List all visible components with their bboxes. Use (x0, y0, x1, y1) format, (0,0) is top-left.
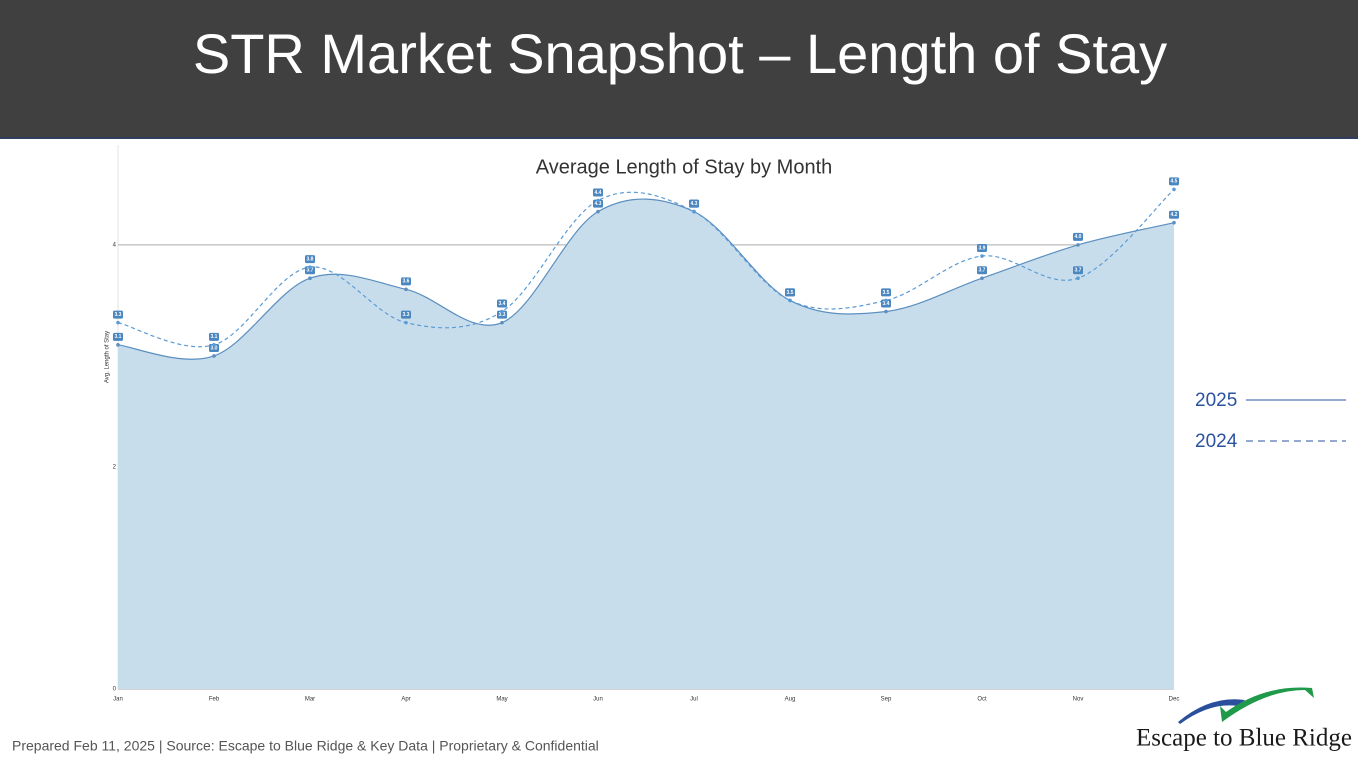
legend-label: 2025 (1195, 390, 1237, 411)
value-label: 3.7 (1075, 268, 1082, 274)
point (116, 343, 120, 347)
value-label: 3.5 (787, 290, 794, 296)
value-label: 3.3 (499, 312, 506, 318)
y-tick-label: 2 (113, 465, 117, 471)
x-tick-label: Jul (690, 697, 698, 703)
value-label-box (881, 299, 891, 308)
point (308, 265, 312, 269)
value-label: 3.1 (211, 334, 218, 340)
value-label: 3.4 (883, 301, 890, 307)
value-label: 3.5 (883, 290, 890, 296)
value-label: 4.4 (595, 190, 602, 196)
logo-swoosh-blue (1178, 699, 1245, 724)
value-label: 4.0 (1075, 234, 1082, 240)
value-label-box (209, 332, 219, 341)
value-label-box (1073, 232, 1083, 241)
area (118, 199, 1174, 689)
value-label-box (689, 199, 699, 208)
point (596, 198, 600, 203)
point (980, 254, 984, 258)
point (308, 276, 312, 281)
value-label-box (497, 310, 507, 319)
value-label: 3.4 (499, 301, 506, 307)
value-label: 3.7 (307, 268, 314, 274)
value-label-box (305, 266, 315, 275)
point (1172, 187, 1176, 192)
point (500, 309, 504, 314)
value-label: 3.0 (211, 345, 218, 351)
point (788, 298, 792, 303)
y-axis-label: Avg. Length of Stay (105, 331, 111, 383)
value-label-box (881, 288, 891, 297)
x-tick-label: May (496, 697, 507, 703)
y-tick-label: 4 (113, 242, 117, 248)
point (116, 320, 120, 325)
point (884, 298, 888, 303)
point (212, 343, 216, 347)
x-tick-label: Sep (881, 697, 892, 703)
logo-text: Escape to Blue Ridge (1136, 725, 1352, 752)
value-label-box (977, 244, 987, 253)
value-label-box (401, 277, 411, 286)
x-tick-label: Jan (113, 697, 123, 703)
value-label-box (401, 310, 411, 319)
value-label: 3.1 (115, 334, 122, 340)
x-tick-label: Aug (785, 697, 796, 703)
value-label: 4.3 (691, 201, 698, 207)
value-label: 3.7 (979, 268, 986, 274)
value-label: 4.2 (1171, 212, 1178, 218)
point (212, 354, 216, 358)
point (404, 320, 408, 325)
value-label: 3.3 (115, 312, 122, 318)
value-label: 3.6 (403, 279, 410, 285)
value-label: 3.3 (403, 312, 410, 318)
value-label-box (113, 332, 123, 341)
x-tick-label: Dec (1169, 697, 1180, 703)
chart-title: Average Length of Stay by Month (536, 156, 833, 178)
point (884, 309, 888, 314)
series-line (117, 188, 1175, 348)
value-label: 4.3 (595, 201, 602, 207)
page-title: STR Market Snapshot – Length of Stay (193, 22, 1167, 85)
footer-note: Prepared Feb 11, 2025 | Source: Escape t… (12, 738, 599, 754)
point (404, 287, 408, 292)
point (1172, 220, 1176, 225)
value-label-box (977, 266, 987, 275)
value-label-box (1073, 266, 1083, 275)
value-label-box (497, 299, 507, 308)
x-tick-label: Jun (593, 697, 603, 703)
value-label-box (305, 255, 315, 264)
value-label-box (1169, 210, 1179, 219)
value-label-box (593, 199, 603, 208)
point (980, 276, 984, 281)
value-label-box (113, 310, 123, 319)
value-label-box (209, 343, 219, 352)
legend-label: 2024 (1195, 431, 1238, 452)
header-bar (0, 0, 1358, 138)
value-label: 4.5 (1171, 179, 1178, 185)
x-tick-label: Nov (1073, 697, 1084, 703)
point (1076, 276, 1080, 281)
point (1076, 243, 1080, 247)
x-tick-label: Oct (977, 697, 987, 703)
x-tick-label: Apr (401, 697, 410, 703)
value-label: 3.8 (307, 256, 314, 262)
point (500, 320, 504, 325)
value-label-box (785, 288, 795, 297)
point (692, 209, 696, 214)
value-label-box (593, 188, 603, 197)
point (596, 209, 600, 214)
x-tick-label: Feb (209, 697, 220, 703)
logo-swoosh-green (1220, 687, 1314, 722)
y-tick-label: 0 (113, 687, 117, 693)
x-tick-label: Mar (305, 697, 315, 703)
value-label: 3.9 (979, 245, 986, 251)
value-label-box (1169, 177, 1179, 186)
